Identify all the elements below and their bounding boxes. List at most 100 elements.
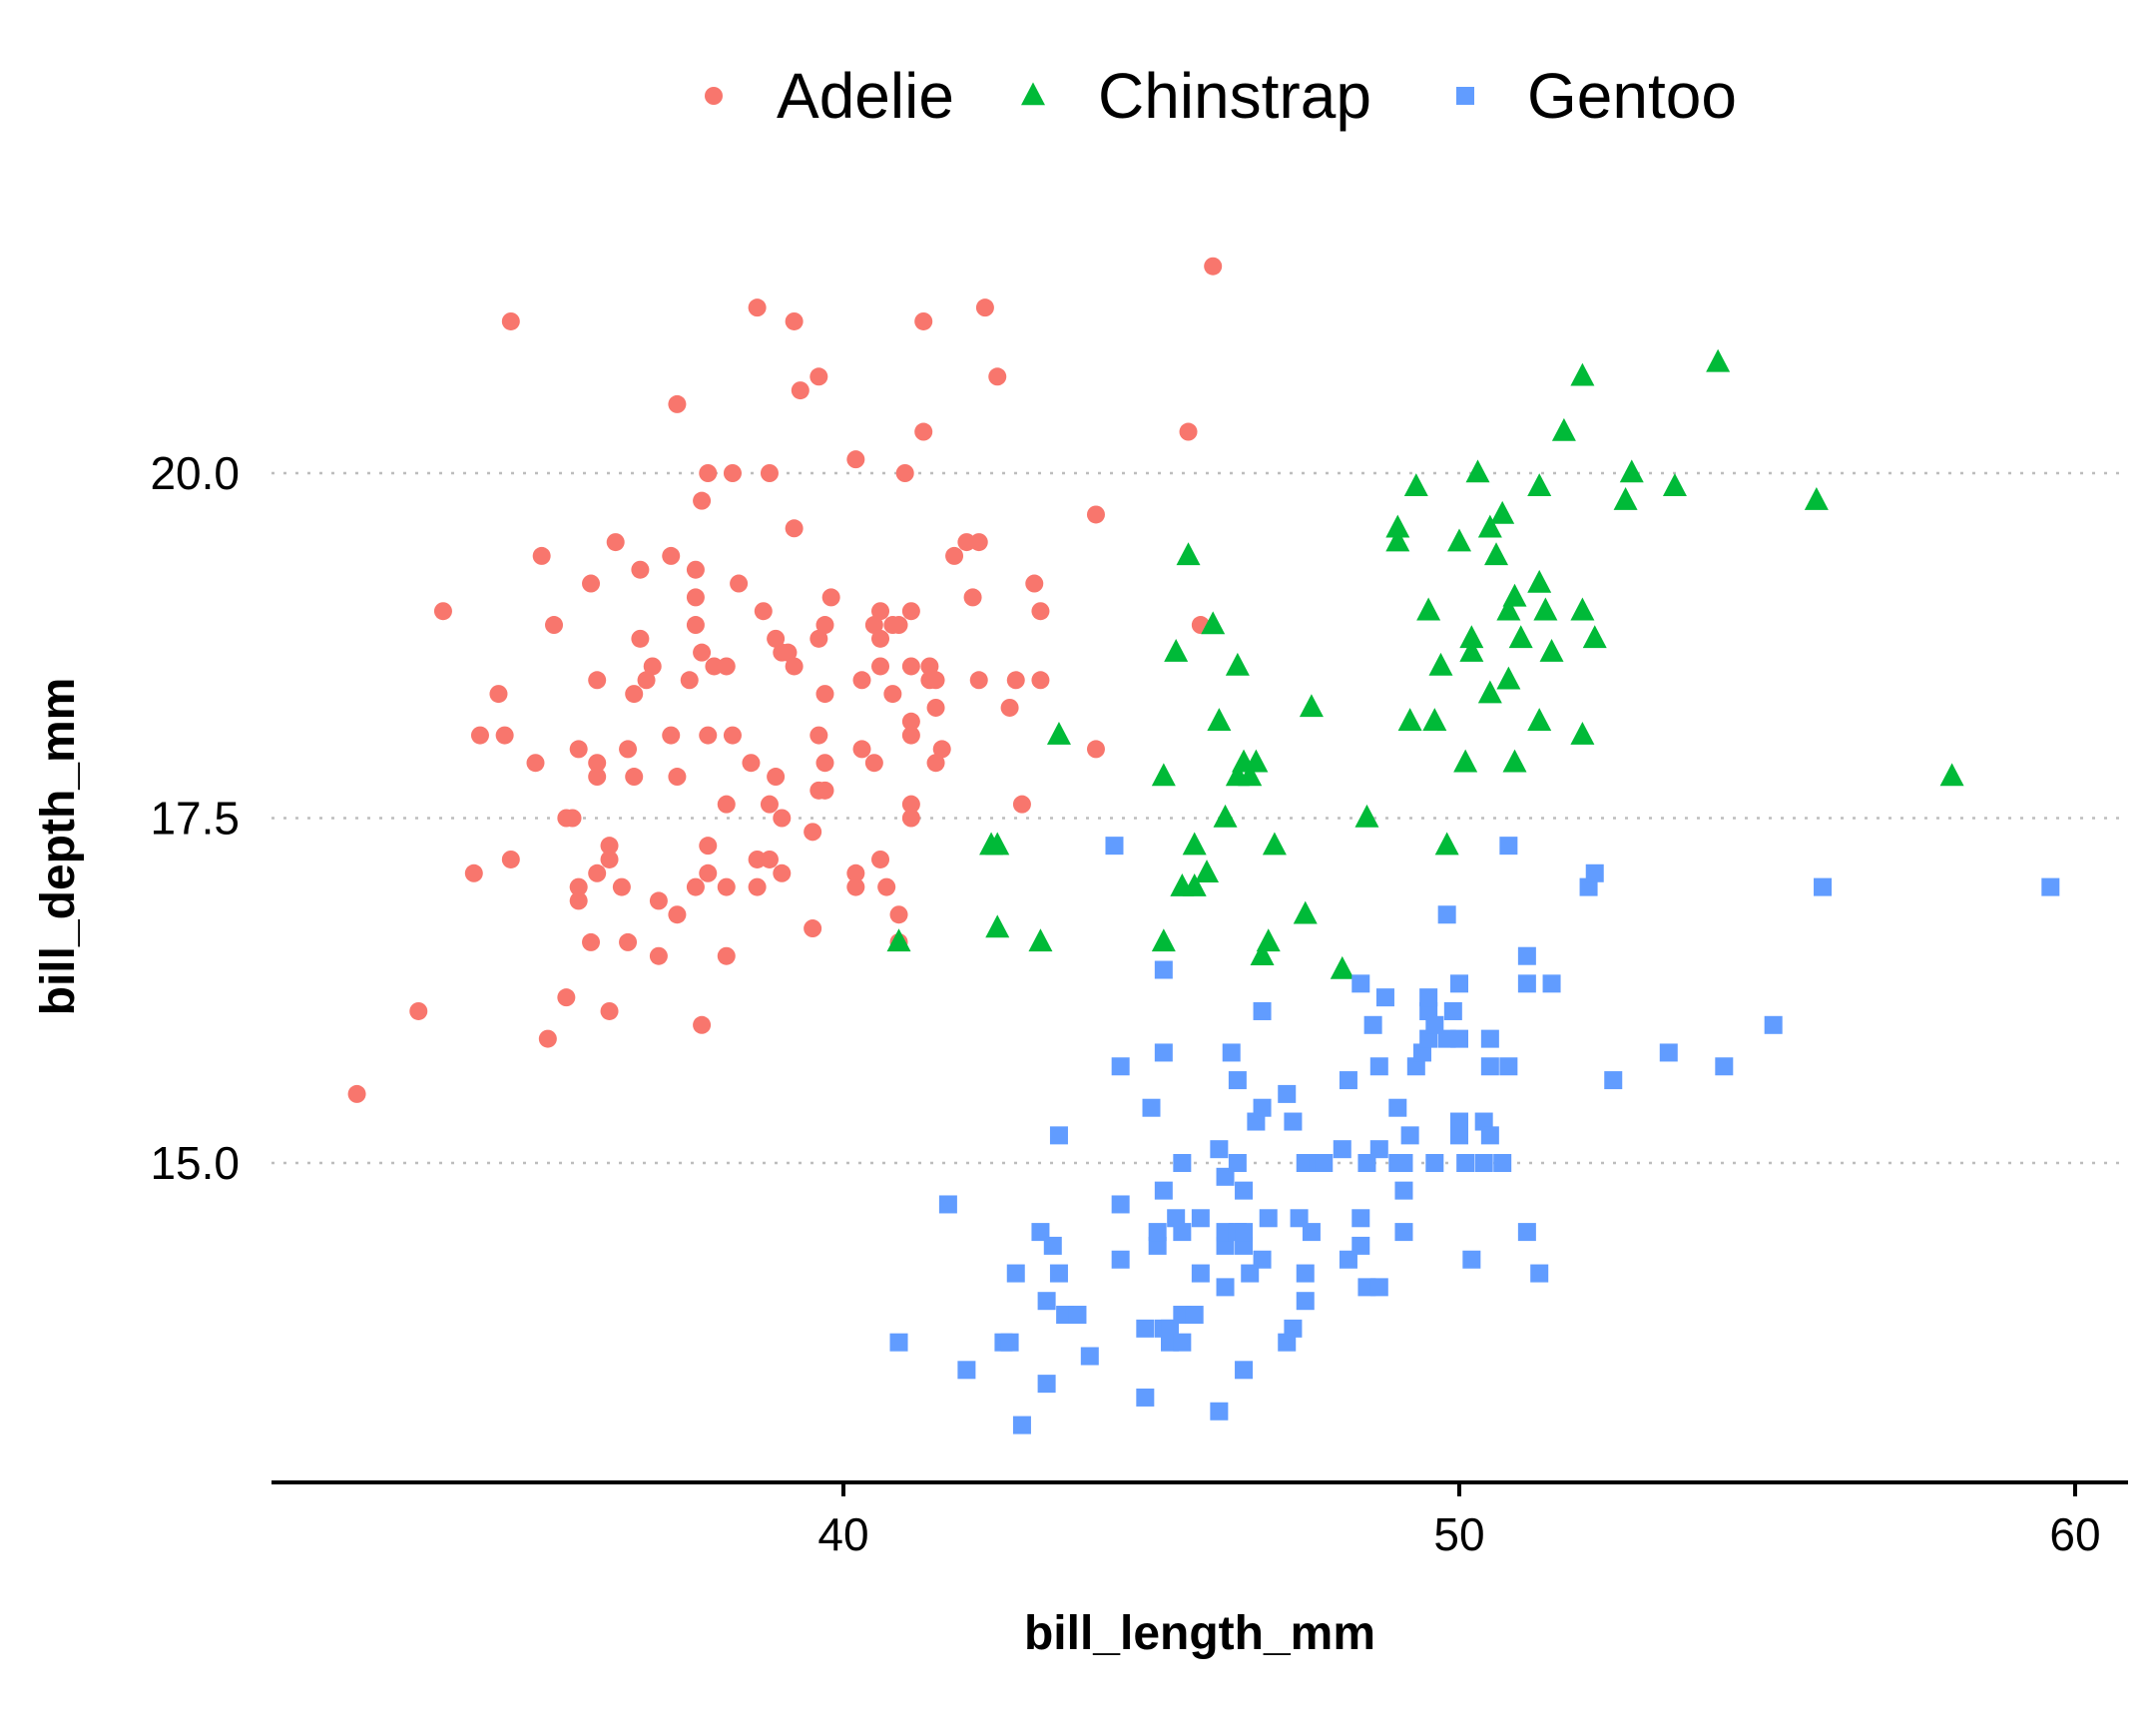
data-point-gentoo [1530,1264,1549,1283]
data-point-gentoo [1136,1319,1155,1338]
data-point-adelie [815,781,834,800]
data-point-adelie [914,422,933,441]
data-point-gentoo [1517,946,1536,965]
data-point-adelie [699,837,718,856]
data-point-adelie [815,685,834,704]
data-point-chinstrap [1244,749,1269,773]
data-point-adelie [631,560,650,579]
data-point-adelie [588,863,607,882]
data-point-gentoo [1425,1015,1444,1034]
data-point-adelie [582,932,601,951]
data-point-adelie [901,602,920,621]
data-point-gentoo [1517,1223,1536,1242]
data-point-adelie [705,657,724,676]
data-point-gentoo [1419,1029,1438,1048]
data-point-gentoo [1351,1236,1370,1255]
data-point-adelie [988,367,1007,386]
data-point-chinstrap [1533,597,1558,621]
data-point-adelie [785,657,804,676]
data-point-adelie [760,850,779,868]
data-point-chinstrap [1570,362,1595,386]
data-point-adelie [686,588,705,607]
data-point-gentoo [1419,1001,1438,1020]
data-point-gentoo [1154,960,1173,979]
data-point-chinstrap [1662,473,1687,497]
data-point-adelie [914,311,933,330]
data-point-gentoo [1315,1154,1334,1172]
data-point-chinstrap [1459,639,1484,662]
data-point-gentoo [1154,1043,1173,1062]
data-point-adelie [606,533,625,552]
data-point-chinstrap [1046,721,1071,745]
data-point-gentoo [1148,1223,1167,1242]
data-point-adelie [852,671,871,690]
data-point-chinstrap [1496,597,1521,621]
data-point-gentoo [1715,1057,1734,1076]
data-point-adelie [926,671,945,690]
data-point-adelie [846,450,865,469]
grid-lines [271,471,2128,1165]
data-point-gentoo [1111,1250,1130,1269]
data-point-gentoo [1388,1098,1407,1117]
data-point-chinstrap [1293,900,1318,924]
x-tick-label: 60 [2049,1508,2100,1560]
data-point-gentoo [1659,1043,1678,1062]
data-point-adelie [717,877,736,896]
data-point-adelie [877,877,896,896]
data-point-gentoo [1499,837,1518,856]
data-point-adelie [637,671,656,690]
data-point-chinstrap [1225,652,1250,676]
data-point-adelie [945,546,964,565]
data-point-adelie [864,754,883,773]
data-point-gentoo [1253,1001,1272,1020]
data-point-gentoo [1049,1264,1068,1283]
data-point-adelie [779,643,798,662]
data-point-adelie [600,850,619,868]
data-point-gentoo [1363,1015,1382,1034]
data-point-gentoo [1235,1361,1254,1380]
data-point-chinstrap [1539,639,1564,662]
data-point-chinstrap [1434,832,1459,856]
data-point-adelie [569,877,588,896]
legend-label-adelie: Adelie [777,60,954,132]
data-point-adelie [932,740,951,759]
data-point-chinstrap [1385,528,1410,552]
data-point-chinstrap [1613,487,1638,510]
data-point-adelie [699,464,718,482]
data-point-chinstrap [1262,832,1287,856]
data-point-adelie [1086,505,1105,524]
data-point-gentoo [1351,1209,1370,1228]
data-point-adelie [767,768,786,787]
data-point-gentoo [1412,1043,1431,1062]
data-point-gentoo [1111,1195,1130,1214]
data-point-adelie [693,1015,712,1034]
data-point-adelie [815,616,834,635]
data-point-chinstrap [1397,708,1422,731]
data-point-adelie [588,754,607,773]
data-point-adelie [717,795,736,814]
data-point-gentoo [1136,1388,1155,1407]
data-point-adelie [1006,671,1025,690]
data-point-adelie [649,946,668,965]
data-point-gentoo [1049,1126,1068,1145]
data-point-adelie [699,726,718,745]
data-point-gentoo [1173,1154,1192,1172]
data-point-gentoo [2041,877,2060,896]
data-point-adelie [864,616,883,635]
data-point-chinstrap [1551,417,1576,441]
data-point-gentoo [1480,1029,1499,1048]
data-point-adelie [569,891,588,910]
data-point-adelie [809,367,828,386]
data-point-adelie [557,988,576,1007]
data-point-gentoo [1764,1015,1783,1034]
y-axis-title: bill_depth_mm [32,678,85,1016]
data-point-chinstrap [1182,832,1207,856]
data-point-gentoo [1450,974,1468,993]
data-point-adelie [501,311,520,330]
data-point-adelie [526,754,545,773]
data-point-adelie [926,698,945,717]
data-point-adelie [785,519,804,538]
data-point-chinstrap [1804,487,1829,510]
data-point-gentoo [1302,1223,1321,1242]
legend-label-chinstrap: Chinstrap [1098,60,1371,132]
